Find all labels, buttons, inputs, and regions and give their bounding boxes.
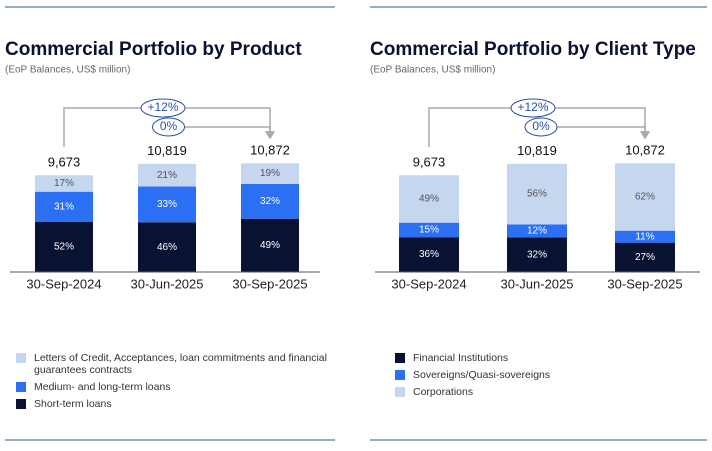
bar-segment: [35, 175, 93, 192]
total-label: 10,872: [250, 143, 290, 158]
segment-label: 33%: [157, 199, 177, 210]
total-label: 10,872: [625, 143, 665, 158]
arrow-head: [640, 131, 650, 140]
bar-segment: [507, 237, 567, 272]
legend-item: Short-term loans: [16, 398, 341, 410]
legend-label: Sovereigns/Quasi-sovereigns: [413, 369, 551, 381]
legend-swatch: [16, 382, 26, 392]
x-tick-label: 30-Sep-2024: [391, 276, 466, 291]
segment-label: 19%: [260, 168, 280, 179]
total-label: 9,673: [48, 155, 81, 170]
annotation-badge: [152, 117, 185, 137]
annotation: 0%: [160, 119, 178, 133]
bar-segment: [399, 222, 459, 238]
legend-item: Letters of Credit, Acceptances, loan com…: [16, 352, 341, 376]
total-label: 10,819: [517, 143, 557, 158]
chart-title: Commercial Portfolio by Client Type: [370, 39, 696, 60]
bar-segment: [241, 163, 299, 184]
legend-item: Financial Institutions: [395, 352, 712, 364]
legend: Letters of Credit, Acceptances, loan com…: [16, 352, 341, 415]
x-tick-label: 30-Sep-2024: [26, 276, 101, 291]
segment-label: 49%: [260, 240, 280, 251]
segment-label: 21%: [157, 170, 177, 181]
annotation: 0%: [532, 119, 550, 133]
annotation-badge: [524, 117, 558, 137]
legend-swatch: [16, 399, 26, 409]
segment-label: 31%: [54, 201, 74, 212]
segment-label: 27%: [635, 252, 655, 263]
x-tick-label: 30-Jun-2025: [501, 276, 574, 291]
legend-label: Financial Institutions: [413, 352, 509, 364]
annotation: +12%: [147, 100, 178, 114]
bar-segment: [615, 242, 675, 272]
x-tick-label: 30-Sep-2025: [232, 276, 307, 291]
legend-swatch: [395, 387, 405, 397]
chart-subtitle: (EoP Balances, US$ million): [370, 65, 495, 76]
bar-segment: [35, 221, 93, 272]
chart-title: Commercial Portfolio by Product: [5, 39, 302, 60]
arrow-head: [265, 131, 275, 140]
bar-segment: [241, 218, 299, 272]
total-label: 10,819: [147, 143, 187, 158]
bar-segment: [399, 237, 459, 272]
segment-label: 15%: [419, 225, 439, 236]
annotation-badge: [510, 98, 556, 118]
legend: Financial Institutions Sovereigns/Quasi-s…: [395, 352, 712, 403]
segment-label: 52%: [54, 241, 74, 252]
legend-label: Letters of Credit, Acceptances, loan com…: [34, 352, 327, 376]
legend-label: Medium- and long-term loans: [34, 381, 171, 393]
chart-subtitle: (EoP Balances, US$ million): [5, 65, 130, 76]
bar-segment: [615, 230, 675, 243]
bar-segment: [138, 186, 196, 223]
segment-label: 17%: [54, 178, 74, 189]
bar-segment: [138, 163, 196, 187]
segment-label: 32%: [527, 249, 547, 260]
x-tick-label: 30-Sep-2025: [607, 276, 682, 291]
legend-item: Medium- and long-term loans: [16, 381, 341, 393]
legend-item: Sovereigns/Quasi-sovereigns: [395, 369, 712, 381]
bar-segment: [399, 175, 459, 223]
segment-label: 11%: [635, 231, 654, 242]
bar-segment: [507, 163, 567, 225]
bar-segment: [615, 163, 675, 231]
bar-segment: [138, 222, 196, 272]
annotation-badge: [140, 98, 186, 118]
legend-swatch: [395, 370, 405, 380]
bar-segment: [241, 183, 299, 219]
segment-label: 49%: [419, 194, 439, 205]
segment-label: 62%: [635, 192, 655, 203]
legend-swatch: [16, 353, 26, 363]
segment-label: 56%: [527, 189, 547, 200]
segment-label: 32%: [260, 196, 280, 207]
legend-item: Corporations: [395, 386, 712, 398]
segment-label: 12%: [527, 226, 547, 237]
legend-swatch: [395, 353, 405, 363]
legend-label: Corporations: [413, 386, 474, 398]
annotation: +12%: [517, 100, 548, 114]
segment-label: 36%: [419, 249, 439, 260]
x-tick-label: 30-Jun-2025: [131, 276, 204, 291]
legend-label: Short-term loans: [34, 398, 112, 410]
bar-segment: [507, 224, 567, 238]
bar-segment: [35, 191, 93, 222]
segment-label: 46%: [157, 242, 177, 253]
total-label: 9,673: [413, 155, 446, 170]
